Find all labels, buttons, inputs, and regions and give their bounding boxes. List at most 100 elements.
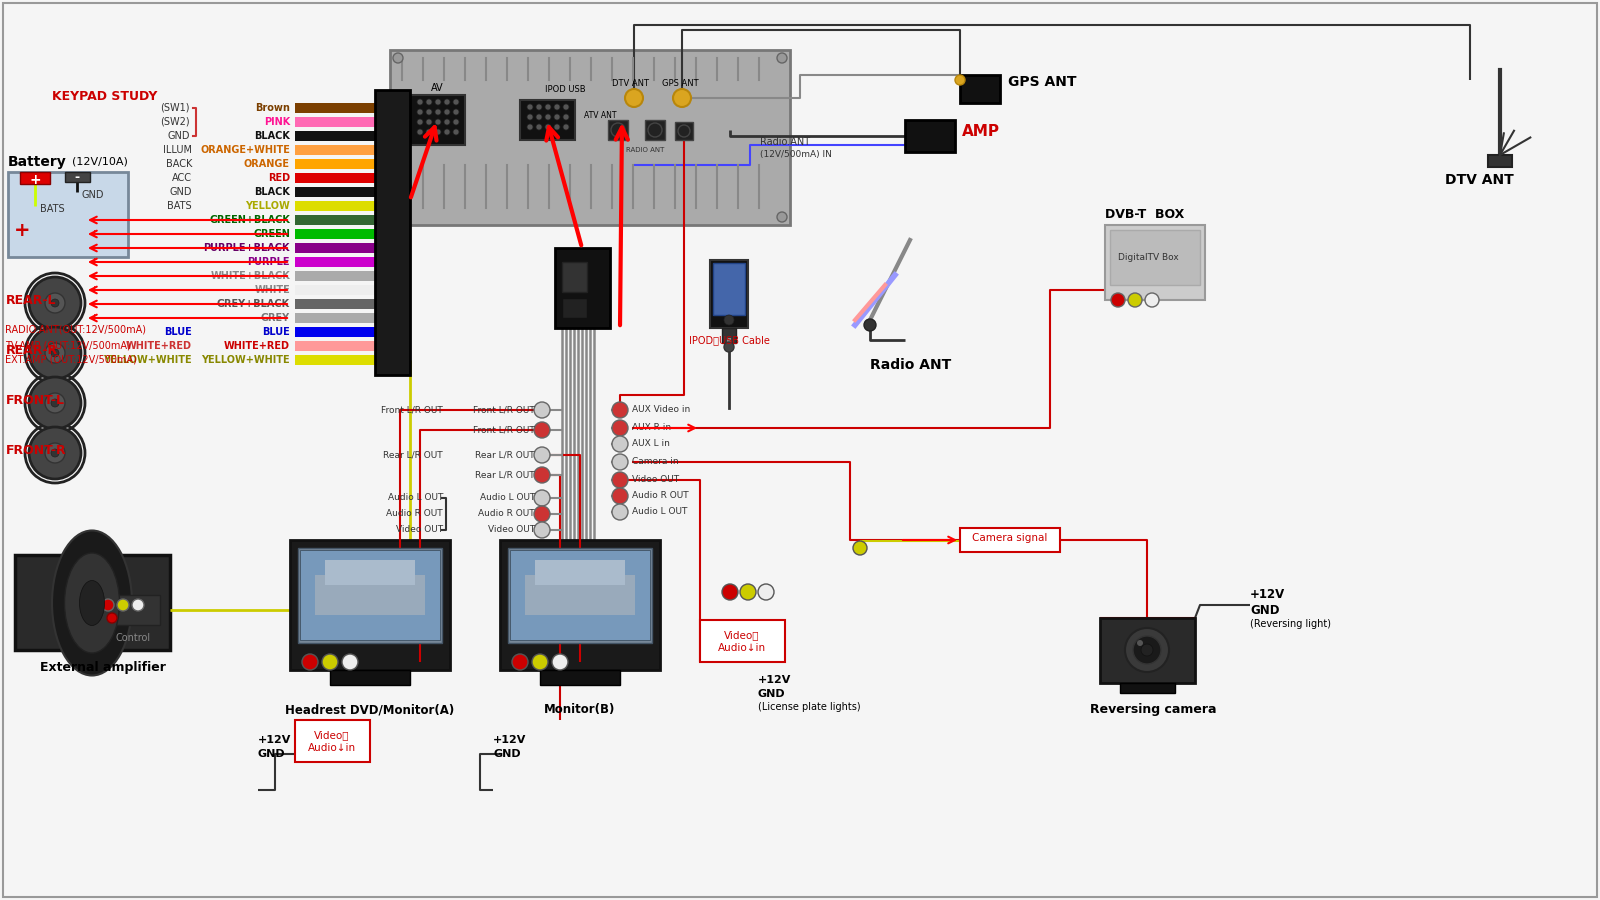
Text: Radio ANT: Radio ANT [870,358,952,372]
FancyBboxPatch shape [290,540,450,670]
Circle shape [611,436,627,452]
FancyBboxPatch shape [66,172,90,182]
FancyBboxPatch shape [906,120,955,152]
Circle shape [536,114,542,120]
Circle shape [445,109,450,115]
Text: -: - [75,172,80,184]
Text: Rear L/R OUT: Rear L/R OUT [384,451,443,460]
Circle shape [1128,293,1142,307]
Text: DTV ANT: DTV ANT [1445,173,1514,187]
FancyBboxPatch shape [294,341,374,351]
Circle shape [1110,293,1125,307]
Text: RADIO.ANT(OUT:12V/500mA): RADIO.ANT(OUT:12V/500mA) [5,325,146,335]
Circle shape [394,53,403,63]
FancyBboxPatch shape [510,550,650,640]
Circle shape [534,467,550,483]
Text: +: + [14,220,30,239]
Circle shape [674,89,691,107]
Circle shape [563,114,570,120]
Circle shape [1125,628,1170,672]
Circle shape [552,654,568,670]
Circle shape [426,119,432,125]
Text: GND: GND [82,190,104,200]
Text: Front L/R OUT: Front L/R OUT [381,406,443,415]
Text: DVB-T  BOX: DVB-T BOX [1106,209,1184,221]
Circle shape [51,449,59,457]
Circle shape [853,541,867,555]
Text: BLACK: BLACK [254,131,290,141]
FancyBboxPatch shape [99,595,160,625]
FancyBboxPatch shape [294,313,374,323]
FancyBboxPatch shape [509,548,653,643]
Text: Reversing camera: Reversing camera [1090,704,1216,716]
Circle shape [445,119,450,125]
Circle shape [445,99,450,105]
Circle shape [534,490,550,506]
Circle shape [51,349,59,357]
Circle shape [536,104,542,110]
Text: External amplifier: External amplifier [40,662,166,674]
FancyBboxPatch shape [325,560,414,585]
Text: GND: GND [170,187,192,197]
Circle shape [29,277,82,329]
Text: -: - [90,243,94,253]
Circle shape [1141,644,1154,656]
Circle shape [611,402,627,418]
Text: BLUE: BLUE [165,327,192,337]
FancyBboxPatch shape [960,75,1000,103]
FancyBboxPatch shape [294,187,374,197]
Text: Audio R OUT: Audio R OUT [386,509,443,518]
Circle shape [418,129,422,135]
Circle shape [778,53,787,63]
Text: WHITE+RED: WHITE+RED [224,341,290,351]
Text: BLACK: BLACK [254,187,290,197]
Text: Camera signal: Camera signal [973,533,1048,543]
Circle shape [531,654,547,670]
Circle shape [534,402,550,418]
Text: Headrest DVD/Monitor(A): Headrest DVD/Monitor(A) [285,704,454,716]
Circle shape [1133,636,1162,664]
Text: IPOD USB: IPOD USB [544,86,586,94]
FancyBboxPatch shape [1120,683,1174,693]
Circle shape [758,584,774,600]
Circle shape [107,613,117,623]
Text: GND: GND [258,749,286,759]
Text: BATS: BATS [168,201,192,211]
FancyBboxPatch shape [294,355,374,365]
Text: AUX L in: AUX L in [632,439,670,448]
Text: RED: RED [267,173,290,183]
Circle shape [611,123,626,137]
Text: Audio L OUT: Audio L OUT [387,493,443,502]
Text: WHITE+RED: WHITE+RED [126,341,192,351]
Text: GREEN+BLACK: GREEN+BLACK [210,215,290,225]
Circle shape [739,584,757,600]
Text: AV: AV [430,83,443,93]
Text: GND: GND [493,749,520,759]
Circle shape [435,119,442,125]
Text: TV.AMP (OUT:12V/500mA): TV.AMP (OUT:12V/500mA) [5,341,131,351]
Text: REAR-L: REAR-L [6,293,56,307]
FancyBboxPatch shape [294,145,374,155]
FancyBboxPatch shape [294,159,374,169]
FancyBboxPatch shape [1488,155,1512,167]
FancyBboxPatch shape [294,299,374,309]
Text: IPOD、USB Cable: IPOD、USB Cable [688,335,770,345]
FancyBboxPatch shape [410,95,466,145]
FancyBboxPatch shape [294,117,374,127]
Circle shape [45,443,66,463]
Circle shape [512,654,528,670]
Text: Audio L OUT: Audio L OUT [480,493,534,502]
Circle shape [418,109,422,115]
Text: +12V: +12V [758,675,792,685]
Circle shape [546,114,550,120]
Circle shape [554,124,560,130]
Circle shape [611,420,627,436]
Text: RADIO ANT: RADIO ANT [626,147,664,153]
Circle shape [426,99,432,105]
Circle shape [29,427,82,479]
Circle shape [51,299,59,307]
Text: Control: Control [115,633,150,643]
Circle shape [29,377,82,429]
Text: PURPLE+BLACK: PURPLE+BLACK [203,243,290,253]
Text: AUX Video in: AUX Video in [632,406,690,415]
